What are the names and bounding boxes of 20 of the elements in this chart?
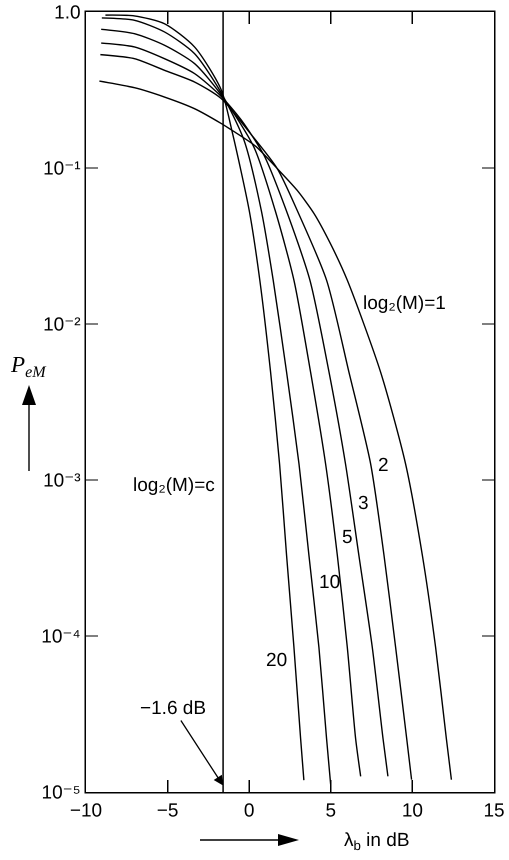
series-label: log₂(M)=1 [363,293,446,314]
series-label: 20 [266,650,288,671]
x-tick-label: 5 [326,800,336,822]
y-axis-title: P$_{eM}$ [10,352,48,381]
series-label: 2 [378,455,389,476]
series-label: 3 [358,493,369,514]
y-tick-label: 10⁻³ [43,470,81,492]
y-tick-label: 10⁻⁴ [41,626,81,648]
series-label: 5 [342,527,353,548]
y-tick-label: 10⁻² [43,314,81,336]
x-tick-label: 10 [402,800,423,822]
x-tick-label: 15 [483,800,505,822]
y-tick-label: 10⁻¹ [43,158,81,180]
x-tick-label: −5 [156,800,178,822]
x-axis-title: λ$_{b}$ in dB [344,830,410,853]
x-tick-label: 0 [244,800,254,822]
ref-line-label: log₂(M)=c [133,475,215,496]
series-label: 10 [319,572,340,593]
annotation: −1.6 dB [140,698,206,719]
y-tick-label: 1.0 [54,2,81,24]
